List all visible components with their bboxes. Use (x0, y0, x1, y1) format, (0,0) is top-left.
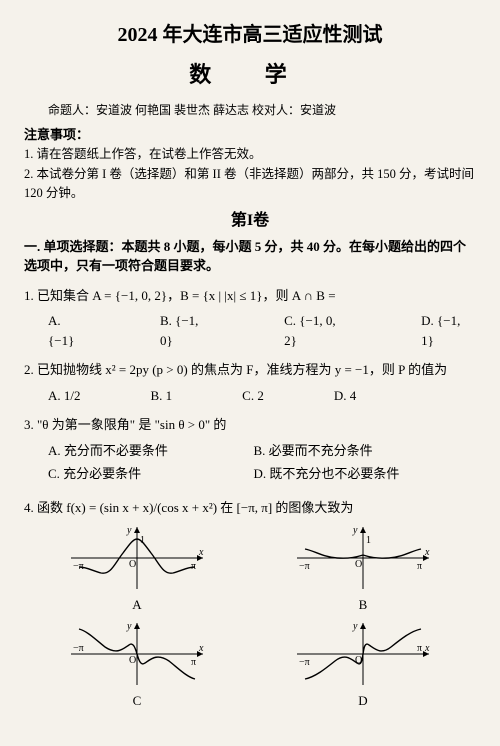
q1-opt-c: C. {−1, 0, 2} (284, 311, 351, 350)
svg-text:y: y (352, 525, 358, 536)
q4-lbl-a: A (132, 595, 141, 615)
q4-plot-d: O −π π x y (293, 619, 433, 689)
question-1: 1. 已知集合 A = {−1, 0, 2}，B = {x | |x| ≤ 1}… (24, 286, 476, 306)
part-1-heading: 第I卷 (24, 209, 476, 233)
svg-text:O: O (355, 559, 362, 570)
q4-lbl-b: B (359, 595, 368, 615)
q1-opt-d: D. {−1, 1} (421, 311, 476, 350)
svg-text:−π: −π (299, 657, 310, 668)
notice-1: 1. 请在答题纸上作答，在试卷上作答无效。 (24, 145, 476, 164)
question-2: 2. 已知抛物线 x² = 2py (p > 0) 的焦点为 F，准线方程为 y… (24, 360, 476, 380)
svg-text:1: 1 (140, 535, 145, 546)
q4-plot-c: O −π π x y (67, 619, 207, 689)
notice-2: 2. 本试卷分第 I 卷（选择题）和第 II 卷（非选择题）两部分，共 150 … (24, 165, 476, 203)
svg-text:y: y (126, 525, 132, 536)
svg-text:x: x (198, 547, 204, 558)
q2-opt-b: B. 1 (151, 386, 173, 406)
q4-plot-a: O 1 −π π x y (67, 523, 207, 593)
svg-text:O: O (129, 559, 136, 570)
question-4: 4. 函数 f(x) = (sin x + x)/(cos x + x²) 在 … (24, 498, 476, 518)
q3-opt-a: A. 充分而不必要条件 (48, 441, 253, 461)
q4-graph-b: O 1 −π π x y B (293, 523, 433, 615)
q2-opt-d: D. 4 (334, 386, 356, 406)
section-1-heading: 一. 单项选择题：本题共 8 小题，每小题 5 分，共 40 分。在每小题给出的… (24, 237, 476, 276)
q2-opt-a: A. 1/2 (48, 386, 81, 406)
q4-graph-a: O 1 −π π x y A (67, 523, 207, 615)
q3-opt-b: B. 必要而不充分条件 (253, 441, 458, 461)
svg-text:−π: −π (299, 561, 310, 572)
q2-opt-c: C. 2 (242, 386, 264, 406)
svg-text:y: y (352, 621, 358, 632)
svg-text:O: O (129, 655, 136, 666)
q3-opt-d: D. 既不充分也不必要条件 (253, 464, 458, 484)
q3-options: A. 充分而不必要条件 B. 必要而不充分条件 C. 充分必要条件 D. 既不充… (48, 441, 476, 488)
q1-opt-a: A. {−1} (48, 311, 90, 350)
svg-text:1: 1 (366, 535, 371, 546)
q4-graph-d: O −π π x y D (293, 619, 433, 711)
q4-lbl-d: D (358, 691, 367, 711)
q4-graphs-row2: O −π π x y C O −π π x y D (24, 619, 476, 711)
q1-options: A. {−1} B. {−1, 0} C. {−1, 0, 2} D. {−1,… (48, 311, 476, 350)
page-title: 2024 年大连市高三适应性测试 (24, 20, 476, 50)
svg-text:−π: −π (73, 643, 84, 654)
q4-graph-c: O −π π x y C (67, 619, 207, 711)
svg-text:π: π (191, 657, 196, 668)
svg-text:π: π (191, 561, 196, 572)
authors-line: 命题人：安道波 何艳国 裴世杰 薛达志 校对人：安道波 (24, 101, 476, 119)
svg-text:−π: −π (73, 561, 84, 572)
svg-text:x: x (198, 643, 204, 654)
notice-heading: 注意事项： (24, 125, 476, 145)
svg-text:x: x (424, 643, 430, 654)
question-3: 3. "θ 为第一象限角" 是 "sin θ > 0" 的 (24, 415, 476, 435)
q3-opt-c: C. 充分必要条件 (48, 464, 253, 484)
svg-text:π: π (417, 643, 422, 654)
svg-text:π: π (417, 561, 422, 572)
svg-text:x: x (424, 547, 430, 558)
q4-graphs-row1: O 1 −π π x y A O 1 −π π x y B (24, 523, 476, 615)
q4-lbl-c: C (133, 691, 142, 711)
svg-text:O: O (355, 655, 362, 666)
q1-opt-b: B. {−1, 0} (160, 311, 214, 350)
subject-title: 数 学 (24, 58, 476, 91)
svg-text:y: y (126, 621, 132, 632)
q2-options: A. 1/2 B. 1 C. 2 D. 4 (48, 386, 476, 406)
q4-plot-b: O 1 −π π x y (293, 523, 433, 593)
